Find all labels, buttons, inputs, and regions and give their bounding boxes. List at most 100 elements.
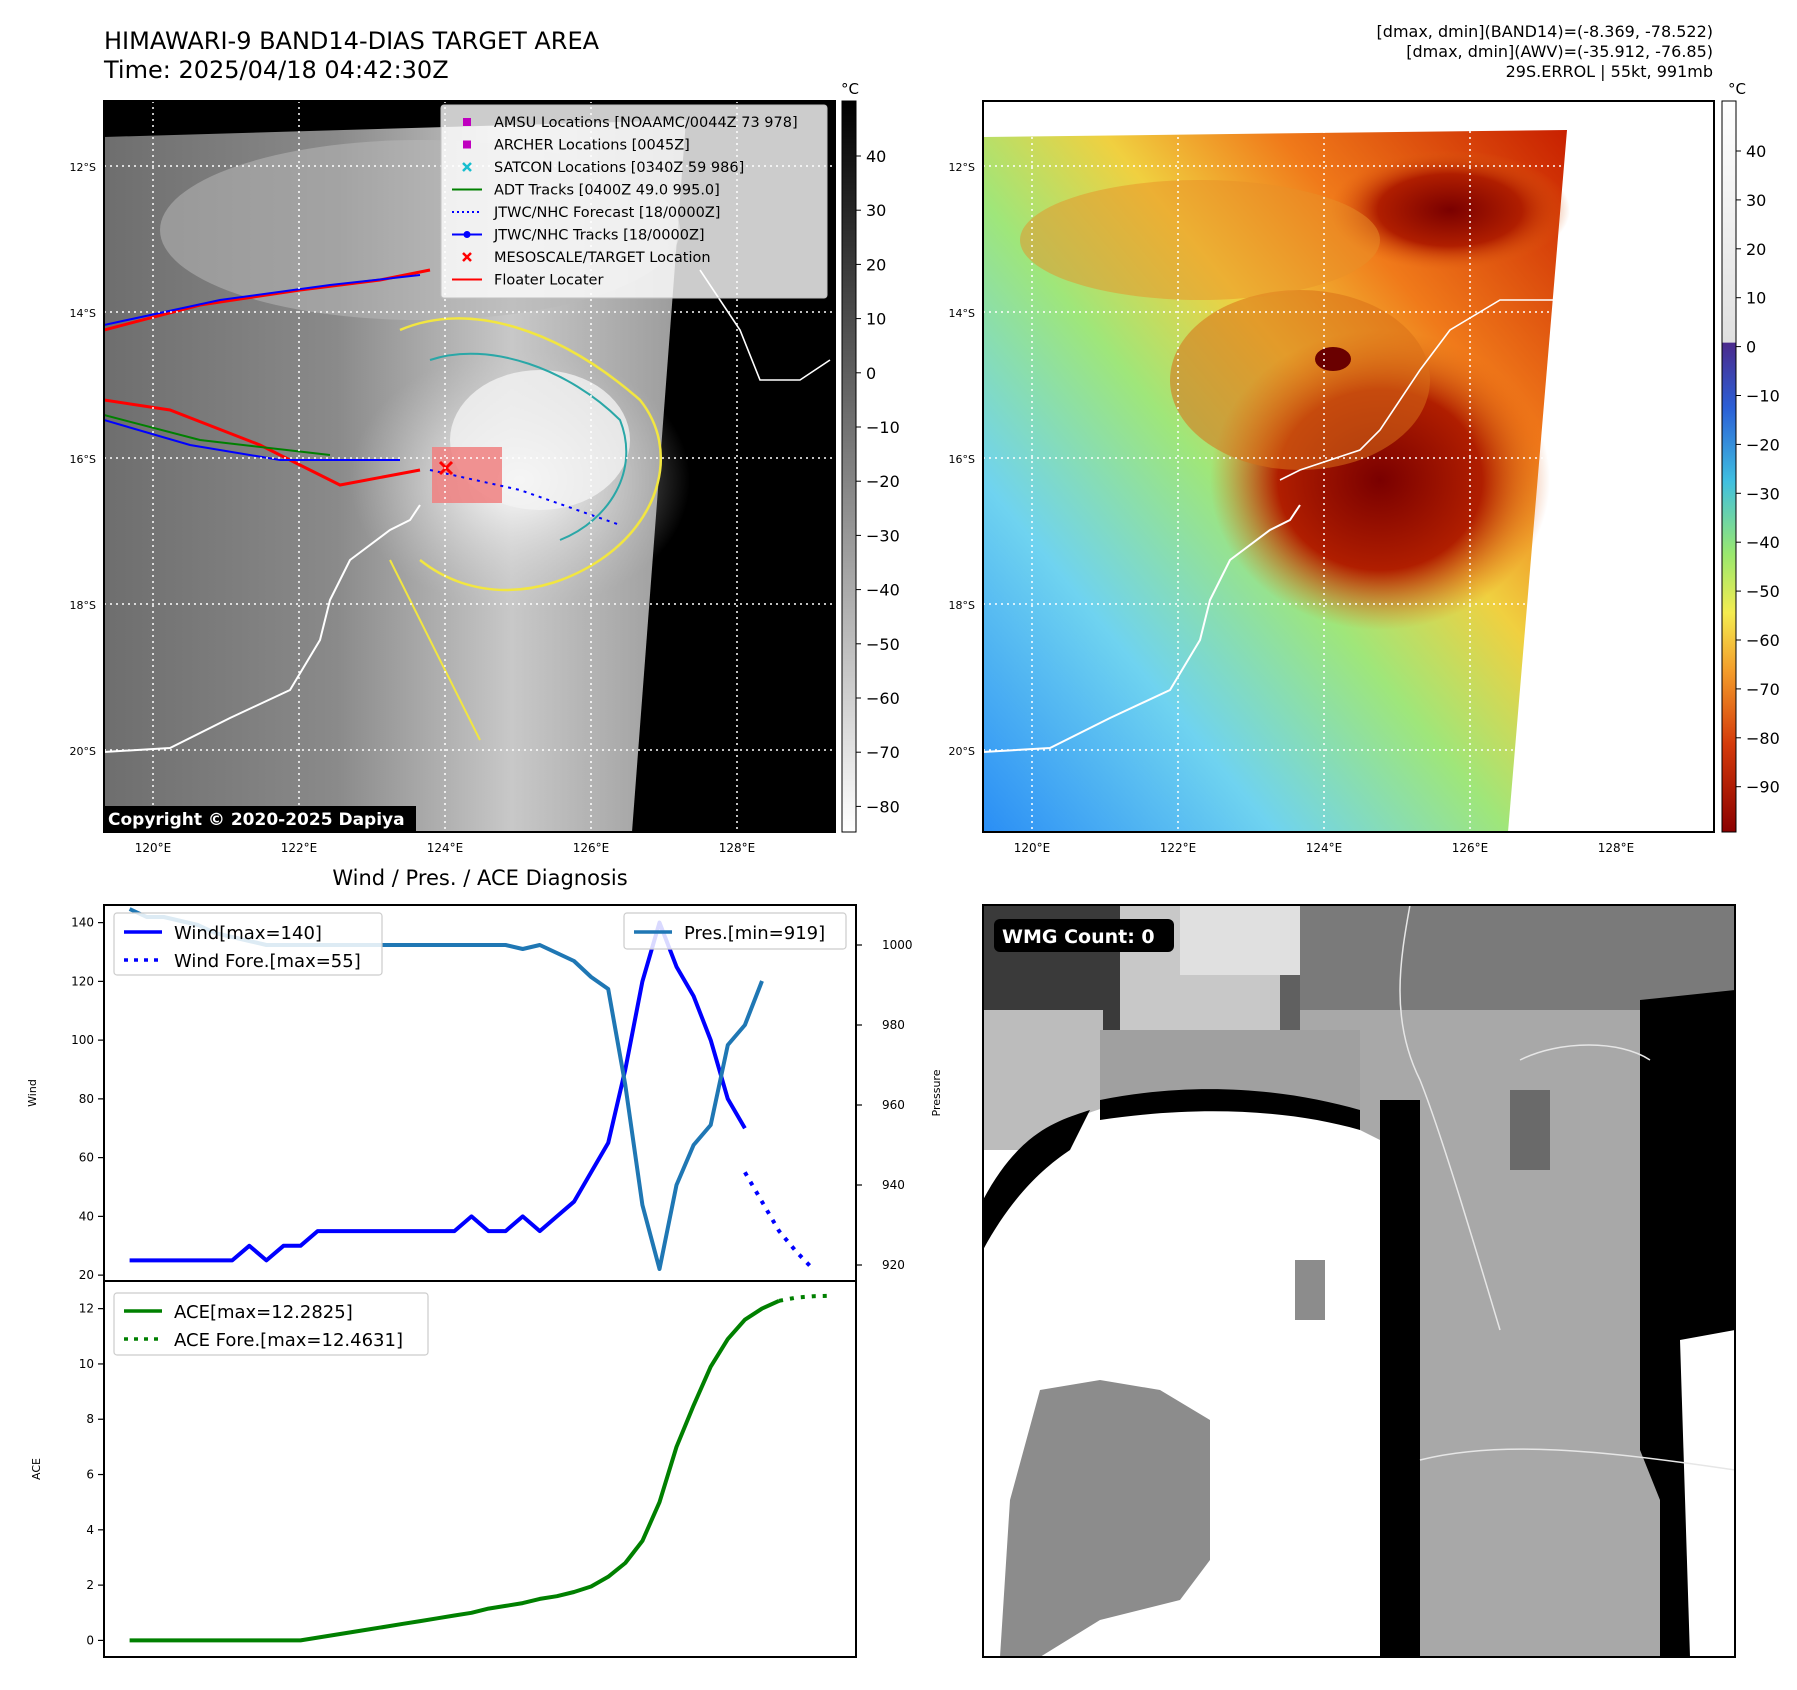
wind-pressure-chart: 20 40 60 80 100 120 140 920 940 960 980 1000 Wind … xyxy=(26,904,943,1282)
legend-marker-dot xyxy=(463,231,471,238)
colorbar-tick-label: −80 xyxy=(1746,729,1780,748)
lon-label: 128°E xyxy=(719,841,756,855)
legend-label: ADT Tracks [0400Z 49.0 995.0] xyxy=(494,183,720,199)
colorbar-tick-label: 40 xyxy=(866,147,886,166)
legend-label: Floater Locater xyxy=(494,273,603,289)
lat-label: 18°S xyxy=(70,599,96,612)
figure-title-line1: HIMAWARI-9 BAND14-DIAS TARGET AREA xyxy=(104,27,600,55)
legend-label-wind: Wind[max=140] xyxy=(174,923,322,944)
lon-label: 122°E xyxy=(1160,841,1197,855)
pressure-legend: Pres.[min=919] xyxy=(623,912,847,950)
legend-entry: AMSU Locations [NOAAMC/0044Z 73 978] xyxy=(463,115,798,131)
ace-axis-tick-label: 12 xyxy=(79,1302,94,1316)
colorbar-tick-label: −10 xyxy=(1746,387,1780,406)
wmg-panel: WMG Count: 0 xyxy=(982,904,1736,1658)
legend-entry: JTWC/NHC Forecast [18/0000Z] xyxy=(452,205,720,221)
copyright-label: Copyright © 2020-2025 Dapiya xyxy=(108,810,405,830)
color-colorbar-unit: °C xyxy=(1728,80,1746,98)
wind-series-line xyxy=(129,920,747,1263)
colorbar-tick-label: 40 xyxy=(1746,142,1766,161)
pressure-axis-tick-label: 940 xyxy=(882,1178,905,1192)
ace-chart: 0 2 4 6 8 10 12 ACE ACE[max=12.2825] ACE Fore.… xyxy=(30,1280,857,1658)
ace-axis-tick-label: 2 xyxy=(86,1578,94,1592)
lat-label: 20°S xyxy=(949,745,975,758)
legend-label: SATCON Locations [0340Z 59 986] xyxy=(494,160,744,176)
wind-axis-tick-label: 60 xyxy=(79,1151,94,1165)
gray-colorbar-unit: °C xyxy=(841,80,859,98)
colorbar-tick-label: −70 xyxy=(866,743,900,762)
ace-legend: ACE[max=12.2825] ACE Fore.[max=12.4631] xyxy=(113,1292,429,1356)
legend-entry: Floater Locater xyxy=(452,273,603,289)
colorbar-tick-label: 20 xyxy=(1746,240,1766,259)
wind-legend: Wind[max=140] Wind Fore.[max=55] xyxy=(113,912,383,976)
lat-label: 14°S xyxy=(70,307,96,320)
lon-label: 126°E xyxy=(1452,841,1489,855)
pressure-axis-tick-label: 960 xyxy=(882,1098,905,1112)
legend-label-wind-forecast: Wind Fore.[max=55] xyxy=(174,951,361,972)
lon-label: 120°E xyxy=(1014,841,1051,855)
legend-label: ARCHER Locations [0045Z] xyxy=(494,138,690,154)
wind-axis-tick-label: 40 xyxy=(79,1209,94,1223)
legend-label: MESOSCALE/TARGET Location xyxy=(494,250,711,266)
colorbar-tick-label: 20 xyxy=(866,255,886,274)
legend-label-ace-forecast: ACE Fore.[max=12.4631] xyxy=(174,1330,403,1351)
ace-forecast-series-line xyxy=(778,1293,831,1303)
colorbar-tick-label: 10 xyxy=(866,310,886,329)
colorbar-tick-label: −30 xyxy=(866,526,900,545)
legend-label-pressure: Pres.[min=919] xyxy=(684,923,825,944)
pressure-axis-tick-label: 980 xyxy=(882,1018,905,1032)
colorbar-tick-label: −60 xyxy=(866,689,900,708)
ace-axis-tick-label: 4 xyxy=(86,1523,94,1537)
lon-label: 120°E xyxy=(135,841,172,855)
legend-label: AMSU Locations [NOAAMC/0044Z 73 978] xyxy=(494,115,798,131)
colorbar-tick-label: −50 xyxy=(866,635,900,654)
lat-label: 16°S xyxy=(70,453,96,466)
lat-label: 20°S xyxy=(70,745,96,758)
colorbar-tick-label: 30 xyxy=(866,201,886,220)
wind-axis-tick-label: 120 xyxy=(71,974,94,988)
legend-label-ace: ACE[max=12.2825] xyxy=(174,1302,353,1323)
diagnosis-chart-title: Wind / Pres. / ACE Diagnosis xyxy=(332,866,627,890)
info-line3: 29S.ERROL | 55kt, 991mb xyxy=(1505,62,1713,81)
lat-label: 12°S xyxy=(949,161,975,174)
lon-label: 128°E xyxy=(1598,841,1635,855)
map-legend: AMSU Locations [NOAAMC/0044Z 73 978] ARCH… xyxy=(440,104,828,299)
colorbar-tick-label: −10 xyxy=(866,418,900,437)
colorbar-tick-label: −40 xyxy=(1746,533,1780,552)
wind-axis-tick-label: 80 xyxy=(79,1092,94,1106)
colorbar-tick-label: 10 xyxy=(1746,289,1766,308)
color-colorbar: °C 40 30 20 10 0 −10 −20 −30 −40 −50 −60 −70 −80 −90 xyxy=(1721,80,1780,833)
legend-marker-x xyxy=(462,162,472,172)
gray-colorbar: °C 40 30 20 10 0 −10 −20 −30 −40 −50 −60 −70 −80 xyxy=(841,80,900,833)
colorbar-tick-label: −30 xyxy=(1746,484,1780,503)
figure-title-line2: Time: 2025/04/18 04:42:30Z xyxy=(104,56,449,84)
legend-marker-x xyxy=(462,252,472,262)
colorbar-tick-label: 30 xyxy=(1746,191,1766,210)
ace-series-line xyxy=(129,1298,780,1643)
legend-entry: JTWC/NHC Tracks [18/0000Z] xyxy=(452,228,705,244)
pressure-axis-label: Pressure xyxy=(930,1069,943,1116)
wind-axis-label: Wind xyxy=(26,1079,39,1107)
right-map-lat-labels: 12°S 14°S 16°S 18°S 20°S xyxy=(949,161,975,758)
color-ir-map xyxy=(982,100,1715,833)
colorbar-tick-label: −50 xyxy=(1746,582,1780,601)
legend-entry: MESOSCALE/TARGET Location xyxy=(462,250,711,266)
colorbar-tick-label: 0 xyxy=(1746,338,1756,357)
legend-label: JTWC/NHC Tracks [18/0000Z] xyxy=(493,228,705,244)
pressure-axis-tick-label: 920 xyxy=(882,1258,905,1272)
colorbar-tick-label: 0 xyxy=(866,364,876,383)
pressure-axis-tick-label: 1000 xyxy=(882,938,913,952)
wmg-field xyxy=(983,904,1736,1657)
wmg-count-label: WMG Count: 0 xyxy=(1002,926,1155,948)
right-map-lon-labels: 120°E 122°E 124°E 126°E 128°E xyxy=(1014,841,1635,855)
legend-entry: SATCON Locations [0340Z 59 986] xyxy=(462,160,744,176)
left-map-lon-labels: 120°E 122°E 124°E 126°E 128°E xyxy=(135,841,756,855)
colorbar-tick-label: −20 xyxy=(866,472,900,491)
wind-forecast-series-line xyxy=(743,1171,815,1271)
ace-axis-tick-label: 6 xyxy=(86,1468,94,1482)
grayscale-ir-map: Copyright © 2020-2025 Dapiya AMSU Locati… xyxy=(103,100,836,833)
colorbar-tick-label: −80 xyxy=(866,797,900,816)
lat-label: 14°S xyxy=(949,307,975,320)
wind-axis-tick-label: 100 xyxy=(71,1033,94,1047)
